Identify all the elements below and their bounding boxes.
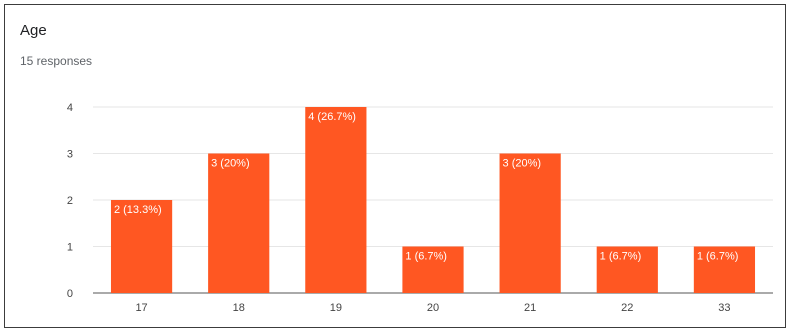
y-tick-label: 0 [67, 288, 73, 300]
bar-data-label: 3 (20%) [211, 158, 250, 170]
x-tick-label: 22 [621, 302, 633, 314]
x-tick-label: 33 [718, 302, 730, 314]
bar-18[interactable] [208, 153, 270, 294]
bar-data-label: 4 (26.7%) [308, 111, 356, 123]
x-tick-label: 18 [233, 302, 245, 314]
bar-21[interactable] [499, 153, 561, 294]
bar-20[interactable] [402, 246, 464, 294]
bar-chart: 2 (13.3%) 3 (20%) 4 (26.7%) 1 (6.7%) 3 (20%)… [67, 102, 773, 314]
y-tick-label: 3 [67, 149, 73, 161]
chart-title: Age [20, 22, 47, 39]
y-tick-label: 1 [67, 242, 73, 254]
chart-card: Age 15 responses 2 (13.3%) 3 (20%) 4 (26.7… [4, 4, 786, 328]
bar-17[interactable] [110, 200, 173, 293]
bar-data-label: 2 (13.3%) [114, 204, 162, 216]
bars [110, 107, 756, 294]
bar-19[interactable] [305, 107, 367, 293]
y-tick-label: 2 [67, 195, 73, 207]
x-tick-label: 17 [135, 302, 147, 314]
data-labels: 2 (13.3%) 3 (20%) 4 (26.7%) 1 (6.7%) 3 (20%)… [114, 111, 738, 263]
bar-data-label: 1 (6.7%) [600, 251, 642, 263]
bar-22[interactable] [596, 246, 658, 294]
bar-data-label: 1 (6.7%) [697, 251, 739, 263]
x-tick-label: 19 [330, 302, 342, 314]
x-axis-ticks: 17 18 19 20 21 22 33 [135, 302, 730, 314]
x-tick-label: 20 [427, 302, 439, 314]
bar-data-label: 1 (6.7%) [405, 251, 447, 263]
x-tick-label: 21 [524, 302, 536, 314]
bar-data-label: 3 (20%) [503, 158, 542, 170]
bar-33[interactable] [693, 246, 756, 294]
y-tick-label: 4 [67, 102, 73, 114]
response-count: 15 responses [20, 54, 93, 68]
y-axis-ticks: 0 1 2 3 4 [67, 102, 73, 300]
